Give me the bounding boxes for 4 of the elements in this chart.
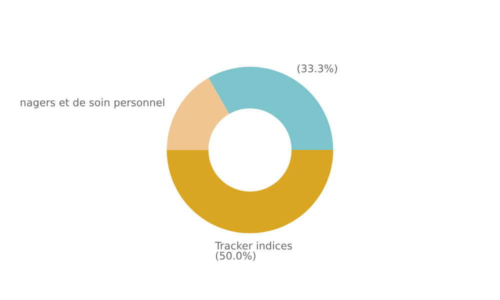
slice-label: Tracker indices [215, 242, 292, 250]
slice-label: nagers et de soin personnel [20, 98, 164, 108]
data-label: (33.3%) [298, 64, 337, 74]
data-label: (50.0%) [216, 252, 256, 261]
